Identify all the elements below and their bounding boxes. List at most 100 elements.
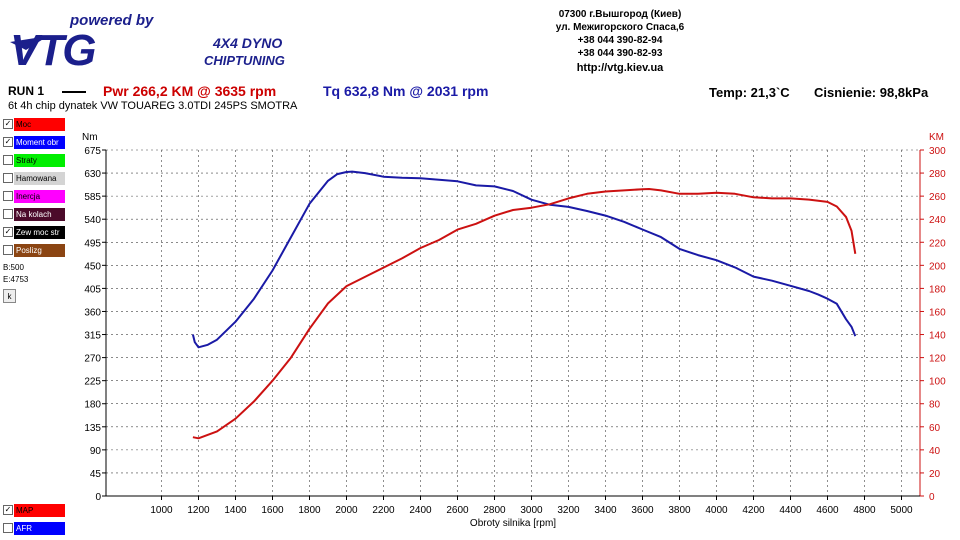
logo-swoosh-icon [10,36,48,50]
y-right-tick-label: 260 [929,192,946,203]
x-tick-label: 4800 [853,505,876,516]
curve-toggle-label: MAP [14,504,65,517]
y-right-axis-label: KM [929,132,944,143]
curve-toggle-inercja[interactable]: Inercja [3,190,65,203]
logo-tagline: powered by [69,12,154,29]
address-line1: 07300 г.Вышгород (Киев) [558,9,682,20]
y-left-tick-label: 585 [84,192,101,203]
x-tick-label: 2600 [446,505,469,516]
temperature: Temp: 21,3`C [709,85,790,100]
y-right-tick-label: 100 [929,377,946,388]
curve-toggle-afr[interactable]: AFR [3,522,65,535]
y-right-tick-label: 60 [929,423,941,434]
x-tick-label: 4000 [705,505,728,516]
y-left-tick-label: 135 [84,423,101,434]
website-link[interactable]: http://vtg.kiev.ua [576,62,664,74]
run-label: RUN 1 [8,84,45,98]
checkbox[interactable] [3,155,13,165]
run-line-swatch [62,91,86,93]
y-left-tick-label: 630 [84,169,101,180]
checkbox[interactable] [3,191,13,201]
curve-toggle-label: Moc [14,118,65,131]
torque-peak: Tq 632,8 Nm @ 2031 rpm [323,83,489,99]
curve-toggle-moc[interactable]: ✓ Moc [3,118,65,131]
x-tick-label: 5000 [890,505,913,516]
y-left-tick-label: 0 [95,492,101,503]
b-info: B:500 [3,263,24,272]
y-right-tick-label: 240 [929,215,946,226]
x-tick-label: 3000 [520,505,543,516]
x-tick-label: 3800 [668,505,691,516]
x-tick-label: 4400 [779,505,802,516]
y-right-tick-label: 140 [929,331,946,342]
run-subtitle: 6t 4h chip dynatek VW TOUAREG 3.0TDI 245… [8,100,298,112]
y-right-tick-label: 160 [929,307,946,318]
x-tick-label: 2400 [409,505,432,516]
y-right-tick-label: 80 [929,400,941,411]
chart-grid [106,149,920,496]
logo-line2: CHIPTUNING [204,53,285,68]
checkbox[interactable] [3,245,13,255]
pressure: Cisnienie: 98,8kPa [814,85,929,100]
y-left-tick-label: 90 [90,446,102,457]
checkbox[interactable] [3,523,13,533]
phone1: +38 044 390-82-94 [577,35,663,46]
logo-line1: 4X4 DYNO [212,35,282,51]
y-left-tick-label: 315 [84,331,101,342]
y-left-tick-label: 180 [84,400,101,411]
checkbox[interactable]: ✓ [3,227,13,237]
x-tick-label: 1600 [261,505,284,516]
x-tick-label: 2800 [483,505,506,516]
curve-toggle-zew-moc-str[interactable]: ✓ Zew moc str [3,226,65,239]
x-tick-label: 4600 [816,505,839,516]
x-tick-label: 1200 [187,505,210,516]
x-tick-label: 1000 [150,505,173,516]
curve-toggle-moment-obr[interactable]: ✓ Moment obr [3,136,65,149]
curve-toggle-poslizg[interactable]: Poslizg [3,244,65,257]
y-right-tick-label: 40 [929,446,941,457]
curve-toggle-hamowana[interactable]: Hamowana [3,172,65,185]
torque-curve [191,170,857,349]
y-left-axis-label: Nm [82,132,98,143]
y-left-tick-label: 360 [84,307,101,318]
checkbox[interactable]: ✓ [3,137,13,147]
address-line2: ул. Межигорского Спаса,6 [555,22,685,33]
k-button[interactable]: k [3,289,16,303]
x-tick-label: 3400 [594,505,617,516]
y-right-tick-label: 20 [929,469,941,480]
curve-toggle-label: Inercja [14,190,65,203]
curve-toggle-label: AFR [14,522,65,535]
curve-toggle-label: Moment obr [14,136,65,149]
y-left-tick-label: 450 [84,261,101,272]
curve-toggle-map[interactable]: ✓ MAP [3,504,65,517]
curve-toggle-label: Poslizg [14,244,65,257]
y-right-tick-label: 300 [929,146,946,157]
y-left-tick-label: 225 [84,377,101,388]
curve-toggle-straty[interactable]: Straty [3,154,65,167]
checkbox[interactable]: ✓ [3,505,13,515]
y-left-tick-label: 405 [84,284,101,295]
y-right-tick-label: 280 [929,169,946,180]
curve-toggle-label: Hamowana [14,172,65,185]
x-tick-label: 2000 [335,505,358,516]
checkbox[interactable] [3,173,13,183]
vtg-logo: powered by VTG 4X4 DYNO CHIPTUNING [10,12,285,70]
y-right-tick-label: 180 [929,284,946,295]
y-right-tick-label: 120 [929,354,946,365]
curve-toggle-na-kolach[interactable]: Na kolach [3,208,65,221]
y-right-tick-label: 200 [929,261,946,272]
y-left-tick-label: 540 [84,215,101,226]
y-left-tick-label: 270 [84,354,101,365]
curve-toggle-label: Zew moc str [14,226,65,239]
y-left-tick-label: 675 [84,146,101,157]
y-right-tick-label: 0 [929,492,935,503]
checkbox[interactable] [3,209,13,219]
checkbox[interactable]: ✓ [3,119,13,129]
chart-axes: 1000 1200 1400 1600 1800 2000 2200 2400 2600 2800… [82,132,946,529]
y-left-tick-label: 45 [90,469,102,480]
curve-toggle-label: Straty [14,154,65,167]
address-block: 07300 г.Вышгород (Киев) ул. Межигорского… [520,8,720,75]
power-peak: Pwr 266,2 KM @ 3635 rpm [103,83,277,99]
y-left-tick-label: 495 [84,238,101,249]
